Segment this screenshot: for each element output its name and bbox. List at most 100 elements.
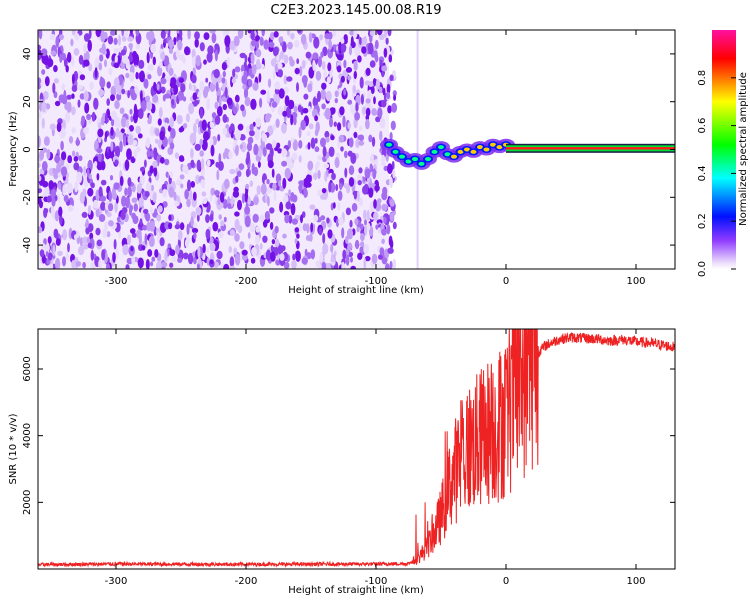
noise-blob bbox=[206, 246, 210, 253]
noise-blob bbox=[324, 33, 331, 40]
noise-blob bbox=[350, 256, 353, 263]
noise-blob bbox=[100, 179, 107, 186]
noise-blob bbox=[222, 114, 228, 123]
noise-blob bbox=[240, 104, 245, 112]
noise-blob bbox=[298, 180, 305, 186]
noise-blob bbox=[98, 214, 106, 222]
noise-blob bbox=[138, 108, 144, 120]
noise-blob bbox=[248, 79, 253, 88]
noise-blob bbox=[83, 33, 91, 42]
noise-blob bbox=[177, 257, 183, 263]
noise-blob bbox=[121, 30, 125, 37]
x-tick-label: -300 bbox=[105, 576, 128, 587]
noise-blob bbox=[347, 122, 351, 130]
noise-blob bbox=[340, 146, 344, 152]
noise-blob bbox=[137, 133, 143, 139]
noise-blob bbox=[84, 102, 90, 114]
noise-blob bbox=[130, 156, 136, 164]
noise-blob bbox=[164, 158, 170, 166]
noise-blob bbox=[93, 161, 98, 167]
noise-blob bbox=[269, 207, 275, 214]
signal-peak bbox=[483, 147, 490, 152]
x-tick-label: -100 bbox=[365, 276, 388, 287]
noise-blob bbox=[276, 54, 280, 62]
noise-blob bbox=[184, 238, 190, 248]
noise-blob bbox=[152, 56, 156, 66]
noise-blob bbox=[241, 249, 248, 256]
noise-blob bbox=[288, 56, 293, 62]
noise-blob bbox=[47, 252, 53, 261]
noise-blob bbox=[164, 249, 168, 262]
noise-blob bbox=[389, 199, 395, 207]
noise-blob bbox=[364, 168, 371, 179]
noise-blob bbox=[49, 34, 56, 41]
noise-blob bbox=[387, 163, 393, 175]
noise-blob bbox=[202, 243, 206, 254]
noise-blob bbox=[130, 246, 134, 252]
noise-blob bbox=[243, 61, 247, 68]
noise-blob bbox=[262, 235, 268, 243]
noise-blob bbox=[127, 90, 130, 99]
noise-blob bbox=[129, 30, 133, 35]
noise-blob bbox=[101, 249, 106, 261]
noise-blob bbox=[293, 105, 298, 113]
noise-blob bbox=[291, 218, 298, 225]
y-tick-label: 0 bbox=[22, 146, 33, 152]
noise-blob bbox=[224, 148, 229, 157]
noise-blob bbox=[342, 115, 346, 128]
noise-blob bbox=[126, 234, 132, 246]
noise-blob bbox=[156, 260, 162, 269]
noise-blob bbox=[392, 168, 396, 179]
noise-blob bbox=[114, 201, 118, 213]
noise-blob bbox=[234, 218, 240, 230]
noise-blob bbox=[203, 131, 210, 141]
noise-blob bbox=[205, 228, 211, 240]
noise-blob bbox=[229, 168, 236, 175]
noise-blob bbox=[347, 75, 352, 81]
noise-blob bbox=[365, 98, 371, 104]
noise-blob bbox=[190, 159, 195, 168]
noise-blob bbox=[152, 160, 158, 168]
noise-blob bbox=[154, 138, 159, 144]
noise-blob bbox=[98, 121, 102, 131]
noise-blob bbox=[55, 238, 61, 246]
spectrogram-xlabel: Height of straight line (km) bbox=[288, 285, 424, 296]
noise-blob bbox=[125, 264, 130, 269]
noise-blob bbox=[274, 81, 281, 90]
noise-blob bbox=[271, 101, 278, 108]
noise-blob bbox=[38, 111, 42, 119]
noise-blob bbox=[245, 168, 250, 178]
colorbar-label: Normalized spectral amplitude bbox=[738, 72, 749, 226]
noise-blob bbox=[50, 188, 57, 198]
noise-blob bbox=[71, 150, 76, 157]
signal-peak bbox=[386, 142, 392, 147]
noise-blob bbox=[237, 30, 244, 39]
noise-blob bbox=[158, 107, 163, 119]
noise-blob bbox=[314, 128, 319, 137]
noise-blob bbox=[196, 213, 200, 222]
noise-blob bbox=[52, 244, 56, 257]
noise-blob bbox=[318, 227, 323, 236]
noise-blob bbox=[245, 183, 250, 190]
noise-blob bbox=[381, 203, 388, 212]
noise-blob bbox=[206, 159, 211, 167]
noise-blob bbox=[252, 82, 259, 91]
noise-blob bbox=[99, 54, 104, 62]
noise-blob bbox=[367, 42, 374, 55]
noise-blob bbox=[215, 81, 219, 92]
noise-blob bbox=[234, 233, 240, 242]
noise-blob bbox=[209, 242, 216, 252]
noise-blob bbox=[176, 114, 183, 125]
noise-blob bbox=[224, 35, 231, 48]
noise-blob bbox=[343, 89, 346, 96]
noise-blob bbox=[308, 123, 314, 130]
noise-blob bbox=[320, 215, 326, 221]
noise-blob bbox=[300, 33, 307, 45]
noise-blob bbox=[262, 147, 267, 157]
noise-blob bbox=[210, 144, 215, 157]
noise-blob bbox=[160, 30, 166, 39]
noise-blob bbox=[282, 233, 287, 239]
noise-blob bbox=[119, 140, 123, 153]
noise-blob bbox=[133, 111, 138, 124]
noise-blob bbox=[337, 190, 343, 201]
